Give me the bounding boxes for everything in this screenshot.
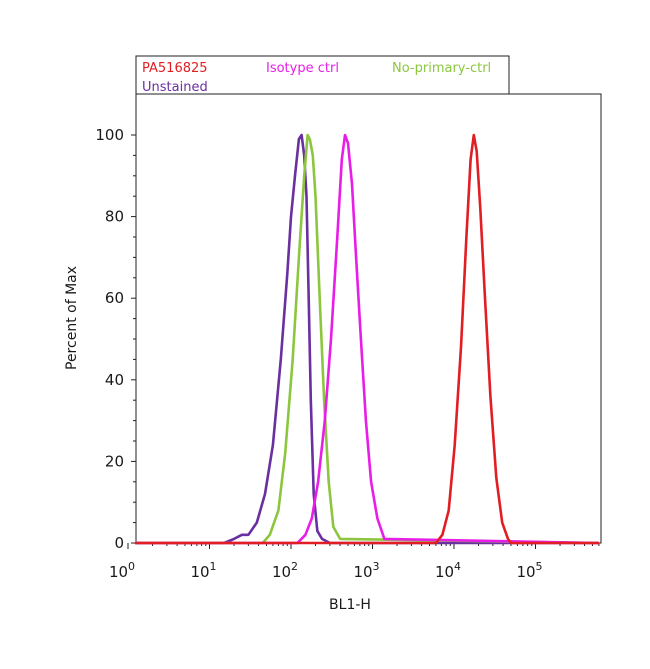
x-tick-label-5: 105	[516, 560, 542, 581]
x-axis-title: BL1-H	[329, 597, 371, 613]
legend-box	[135, 55, 510, 95]
series-line-pa516825	[134, 133, 600, 545]
x-tick-label-2: 102	[272, 560, 298, 581]
x-axis: 100 101 102 103 104 105	[109, 543, 600, 581]
legend-label-1: Isotype ctrl	[266, 61, 339, 76]
y-axis: 0 20 40 60 80 100	[95, 126, 136, 552]
x-tick-label-1: 101	[190, 560, 216, 581]
x-tick-label-3: 103	[353, 560, 379, 581]
plot-frame	[135, 93, 602, 544]
y-tick-label-1: 20	[105, 452, 124, 470]
y-tick-label-0: 0	[114, 534, 124, 552]
y-tick-label-2: 40	[105, 371, 124, 389]
y-tick-label-5: 100	[95, 126, 124, 144]
series-line-no-primary-ctrl	[134, 133, 600, 545]
legend-label-2: No-primary-ctrl	[392, 61, 491, 76]
legend-label-0: PA516825	[142, 61, 208, 76]
legend-label-3: Unstained	[142, 80, 208, 95]
y-tick-label-3: 60	[105, 289, 124, 307]
y-axis-title: Percent of Max	[64, 266, 80, 370]
series-layer	[134, 133, 600, 545]
x-tick-label-4: 104	[435, 560, 461, 581]
x-tick-label-0: 100	[109, 560, 135, 581]
y-tick-label-4: 80	[105, 208, 124, 226]
series-line-isotype-ctrl	[134, 133, 600, 545]
legend: PA516825 Isotype ctrl No-primary-ctrl Un…	[135, 55, 510, 95]
series-line-unstained	[134, 133, 600, 545]
